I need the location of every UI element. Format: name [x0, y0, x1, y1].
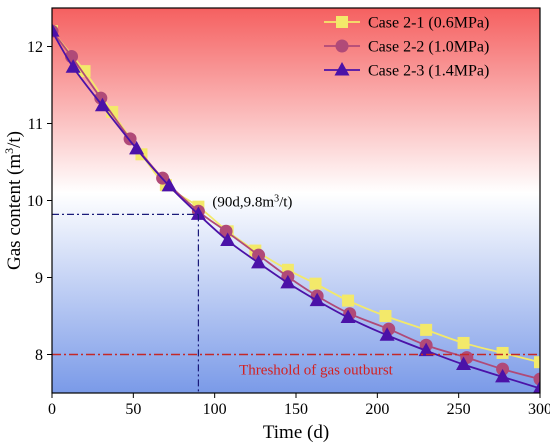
y-axis-ticks: 8 9 10 11 12	[27, 39, 52, 364]
series-case-2-line	[52, 30, 540, 381]
series-case-3-point	[190, 206, 206, 220]
series-case-3-point	[280, 274, 296, 289]
series-case-3-point	[65, 59, 81, 73]
plot-background	[52, 8, 540, 393]
x-tick-label: 0	[48, 401, 56, 418]
series-case-3-point	[251, 254, 267, 269]
x-axis-ticks: 0 50 100 150 200 250 300	[48, 393, 550, 418]
series-case-1-point	[457, 336, 470, 349]
legend-label-case-2: Case 2-2 (1.0MPa)	[368, 39, 489, 56]
legend-label-case-3: Case 2-3 (1.4MPa)	[368, 63, 489, 80]
x-tick-label: 100	[203, 401, 227, 418]
series-case-3-point	[161, 177, 177, 192]
threshold-label: Threshold of gas outburst	[239, 363, 394, 379]
y-axis-title: Gas content (m3/t)	[2, 131, 25, 270]
x-tick-label: 250	[447, 401, 471, 418]
series-case-3-point	[418, 342, 434, 357]
series-case-1-point	[309, 277, 322, 290]
series-case-1-point	[420, 323, 433, 336]
y-tick-label: 11	[28, 116, 43, 133]
series-case-3	[52, 23, 540, 393]
y-tick-label: 9	[35, 270, 43, 287]
series-case-1-point	[78, 65, 91, 78]
x-tick-label: 50	[125, 401, 141, 418]
series-case-3-point	[532, 380, 540, 393]
series-case-3-point	[52, 23, 60, 37]
series-case-3-point	[495, 368, 511, 383]
x-tick-label: 200	[365, 401, 389, 418]
series-case-3-point	[309, 292, 325, 307]
series-case-2-point	[219, 224, 233, 238]
series-case-1-point	[496, 346, 509, 359]
series-case-3-point	[379, 327, 395, 341]
annotation-label: (90d,9.8m3/t)	[212, 193, 292, 211]
series-case-2-point	[533, 372, 540, 386]
legend-label-case-1: Case 2-1 (0.6MPa)	[368, 15, 489, 32]
legend-marker-case-3	[334, 62, 350, 76]
y-tick-label: 10	[27, 193, 43, 210]
legend: Case 2-1 (0.6MPa) Case 2-2 (1.0MPa) Case 2…	[324, 15, 489, 80]
series-case-1-point	[379, 310, 392, 322]
series-case-3-point	[220, 232, 236, 247]
legend-marker-case-1	[336, 16, 348, 28]
guide-layer	[52, 213, 540, 393]
x-axis-title: Time (d)	[263, 422, 329, 443]
legend-marker-case-2	[335, 39, 349, 53]
series-case-1-point	[342, 294, 355, 307]
series-case-1-point	[534, 356, 540, 369]
series-case-3-point	[340, 309, 356, 324]
y-tick-label: 8	[35, 347, 43, 364]
series-case-3-line	[52, 30, 540, 390]
x-tick-label: 150	[284, 401, 308, 418]
series-case-3-point	[129, 140, 145, 155]
series-layer	[52, 23, 540, 393]
x-tick-label: 300	[528, 401, 550, 418]
series-case-3-point	[94, 97, 110, 112]
series-case-3-point	[456, 356, 472, 371]
y-tick-label: 12	[27, 39, 43, 56]
